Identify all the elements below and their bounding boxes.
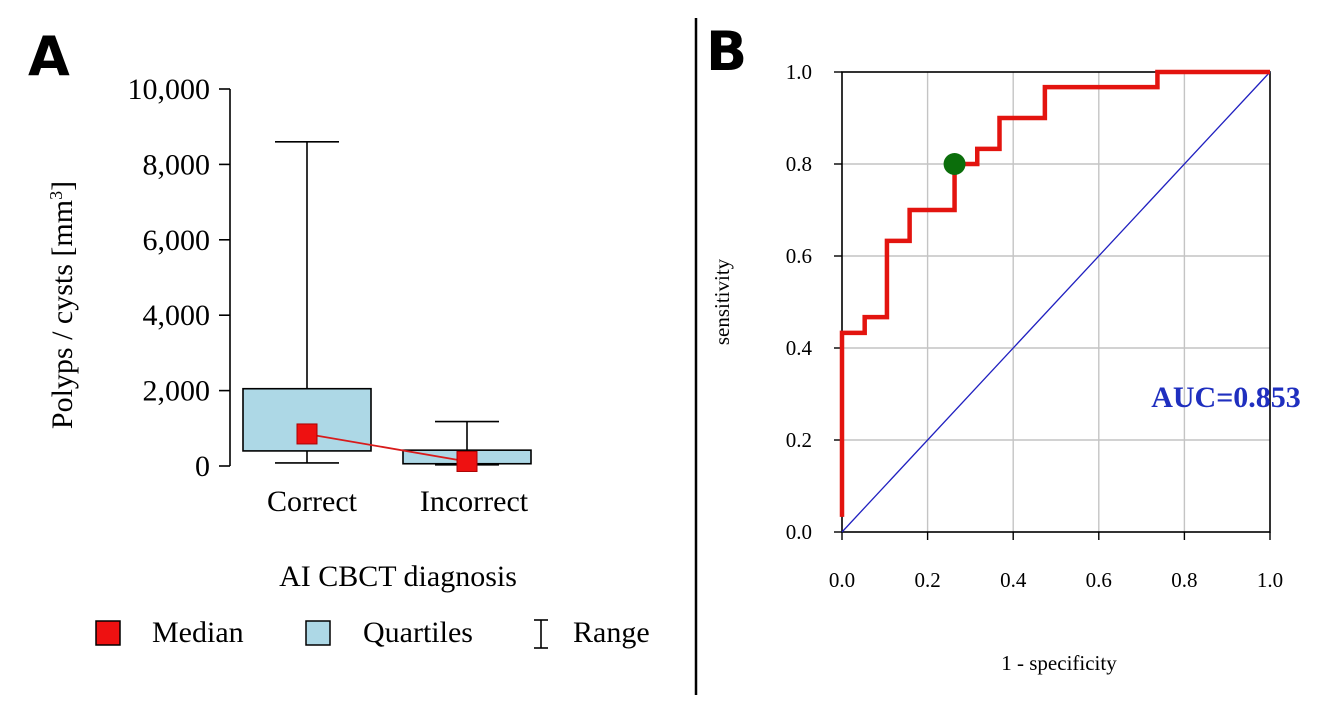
legend-range-symbol [534,619,548,649]
a-legend: Median Quartiles Range [95,616,650,649]
b-x-tick-label: 0.2 [914,568,940,592]
a-y-tick-label: 2,000 [143,375,211,408]
a-y-tick-label: 10,000 [128,73,211,106]
panel-b-label: B [706,20,747,83]
panel-a-label: A [28,25,70,88]
panel-a: A 0 2,000 4,000 6,000 8,000 10,000 Polyps / c… [28,25,650,649]
b-cutoff-point [943,153,966,175]
b-grid [842,72,1270,532]
a-y-tick-label: 8,000 [143,148,211,181]
a-median-marker [296,423,318,445]
b-y-tick-label: 0.0 [786,520,812,544]
a-y-ticks: 0 2,000 4,000 6,000 8,000 10,000 [128,73,230,483]
legend-range-label: Range [573,616,650,649]
b-plot-frame [841,71,1271,533]
a-boxes [242,140,532,472]
auc-annotation: AUC=0.853 [1151,381,1301,414]
b-x-tick-label: 0.0 [829,568,855,592]
b-reference-diagonal [841,71,1271,533]
a-category-label-incorrect: Incorrect [420,485,529,518]
b-x-tick-label: 0.8 [1171,568,1197,592]
a-category-label-correct: Correct [267,485,358,518]
b-x-axis-label: 1 - specificity [1001,651,1117,675]
legend-median-swatch [95,620,121,646]
b-y-tick-label: 0.4 [786,336,813,360]
b-y-tick-label: 0.6 [786,244,812,268]
legend-quartiles-swatch [305,620,331,646]
a-y-tick-label: 4,000 [143,299,211,332]
a-y-axis-label: Polyps / cysts [mm3] [46,181,79,429]
b-x-tick-label: 0.6 [1086,568,1112,592]
b-x-tick-label: 1.0 [1257,568,1283,592]
b-ticks: 0.0 0.2 0.4 0.6 0.8 1.0 0.0 0.2 0.4 0.6 0.8 1.0 [786,60,1283,592]
b-y-axis-label: sensitivity [710,258,734,345]
b-x-tick-label: 0.4 [1000,568,1027,592]
b-y-tick-label: 0.2 [786,428,812,452]
b-roc-curve [839,69,1270,517]
legend-quartiles-label: Quartiles [363,616,473,649]
b-y-tick-label: 0.8 [786,152,812,176]
a-y-tick-label: 0 [195,450,210,483]
legend-median-label: Median [152,616,244,649]
a-median-connector [306,433,468,463]
a-median-marker [456,450,478,472]
b-y-tick-label: 1.0 [786,60,812,84]
panel-b: B 0.0 0.2 0.4 0.6 0.8 1.0 0.0 0.2 0.4 0.6 0.8 1.0 A… [706,20,1301,675]
a-x-axis-label: AI CBCT diagnosis [279,560,517,593]
b-series [839,69,1271,533]
a-y-tick-label: 6,000 [143,224,211,257]
